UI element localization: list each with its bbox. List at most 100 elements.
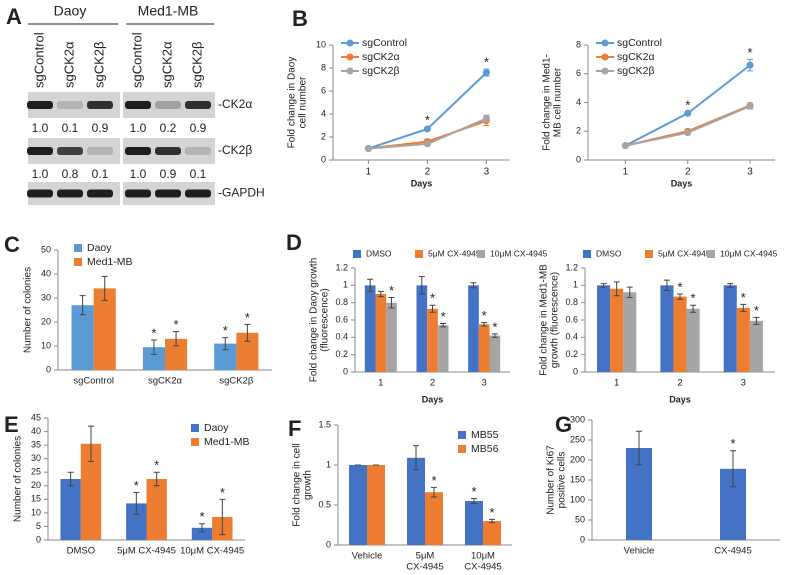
bar bbox=[673, 296, 687, 372]
y-tick-label: 0 bbox=[36, 534, 41, 544]
x-tick-label: Vehicle bbox=[352, 551, 383, 562]
y-tick-label: 1 bbox=[343, 280, 348, 290]
legend-label: sgCK2β bbox=[617, 65, 655, 77]
bar bbox=[489, 335, 501, 372]
band bbox=[87, 101, 113, 109]
significance: * bbox=[134, 478, 139, 493]
x-tick-label: 1 bbox=[366, 167, 372, 178]
y-tick-label: 0.4 bbox=[565, 332, 578, 342]
band bbox=[185, 189, 211, 198]
y-axis-label: growth (fluorescence) bbox=[550, 272, 561, 368]
x-tick-label: 5μM CX-4945 bbox=[117, 546, 176, 557]
significance: * bbox=[741, 290, 746, 305]
error-bar bbox=[79, 295, 86, 316]
quantification: 1.0 bbox=[32, 121, 49, 135]
bar bbox=[427, 308, 438, 372]
y-axis-label: Number of Ki67 bbox=[546, 445, 557, 515]
quantification: 0.1 bbox=[62, 121, 79, 135]
y-tick-label: 200 bbox=[570, 454, 585, 464]
y-tick-label: 150 bbox=[570, 474, 585, 484]
y-tick-label: 4 bbox=[576, 97, 581, 107]
band bbox=[125, 101, 151, 109]
y-tick-label: 0.4 bbox=[335, 332, 348, 342]
x-tick-label: 1 bbox=[623, 167, 629, 178]
band bbox=[27, 189, 53, 198]
legend-swatch bbox=[601, 39, 609, 47]
band bbox=[155, 101, 181, 109]
quantification: 0.9 bbox=[92, 121, 109, 135]
bar bbox=[468, 285, 479, 372]
error-bar bbox=[481, 322, 488, 327]
y-tick-label: 0.6 bbox=[335, 314, 348, 324]
point bbox=[423, 125, 431, 133]
error-bar bbox=[730, 450, 736, 488]
y-tick-label: 8 bbox=[321, 62, 326, 72]
significance: * bbox=[174, 317, 179, 332]
legend-label: sgCK2α bbox=[362, 51, 400, 63]
panel-letter: A bbox=[6, 4, 22, 29]
y-tick-label: 0.8 bbox=[565, 297, 578, 307]
lane-label: sgCK2β bbox=[91, 42, 106, 89]
x-tick-label: CX-4945 bbox=[464, 562, 502, 573]
bar bbox=[723, 285, 737, 372]
error-bar bbox=[470, 282, 477, 289]
legend-label: 5μM CX-4945 bbox=[428, 248, 481, 258]
quantification: 0.2 bbox=[160, 121, 177, 135]
x-tick-label: 1 bbox=[614, 378, 619, 389]
band bbox=[155, 147, 181, 155]
error-bar bbox=[491, 333, 498, 338]
legend-swatch bbox=[74, 258, 82, 266]
y-tick-label: 15 bbox=[31, 494, 41, 504]
bar bbox=[736, 307, 750, 372]
x-tick-label: 2 bbox=[425, 167, 431, 178]
error-bar bbox=[133, 492, 140, 515]
legend-label: sgControl bbox=[362, 37, 407, 49]
y-tick-label: 0.8 bbox=[335, 297, 348, 307]
x-tick-label: 3 bbox=[484, 167, 490, 178]
panel-letter: C bbox=[4, 232, 20, 257]
x-tick-label: 3 bbox=[482, 378, 487, 389]
significance: * bbox=[471, 484, 476, 499]
band bbox=[27, 147, 53, 155]
error-bar bbox=[222, 337, 229, 351]
legend-label: sgControl bbox=[617, 37, 662, 49]
error-bar bbox=[173, 331, 180, 347]
error-bar bbox=[377, 290, 384, 298]
y-tick-label: 0 bbox=[46, 364, 51, 374]
point bbox=[621, 142, 629, 150]
legend-swatch bbox=[583, 250, 591, 258]
y-axis-label: Number of colonies bbox=[13, 436, 24, 522]
x-tick-label: 2 bbox=[677, 378, 682, 389]
legend-swatch bbox=[74, 244, 82, 252]
error-bar bbox=[753, 316, 760, 325]
legend-label: 10μM CX-4945 bbox=[720, 248, 778, 258]
significance: * bbox=[245, 310, 250, 325]
lane-label: sgCK2β bbox=[189, 42, 204, 89]
significance: * bbox=[492, 319, 497, 334]
y-tick-label: 250 bbox=[570, 434, 585, 444]
quantification: 0.9 bbox=[190, 121, 207, 135]
bar bbox=[623, 292, 637, 372]
bar bbox=[146, 479, 167, 540]
y-tick-label: 30 bbox=[41, 292, 51, 302]
significance: * bbox=[482, 308, 487, 323]
lane-label: sgControl bbox=[31, 32, 46, 88]
band bbox=[57, 101, 83, 109]
bar bbox=[483, 521, 501, 545]
point bbox=[684, 109, 692, 117]
legend-swatch bbox=[346, 53, 354, 61]
error-bar bbox=[418, 276, 425, 295]
point bbox=[746, 61, 754, 69]
error-bar bbox=[388, 296, 395, 309]
significance: * bbox=[748, 45, 753, 60]
x-axis-label: Days bbox=[422, 394, 444, 404]
quantification: 0.8 bbox=[62, 167, 79, 181]
group-label: Med1-MB bbox=[138, 3, 199, 19]
bar bbox=[364, 285, 376, 372]
y-tick-label: 20 bbox=[31, 480, 41, 490]
bar bbox=[686, 308, 700, 372]
bar bbox=[407, 457, 425, 545]
quantification: 1.0 bbox=[130, 121, 147, 135]
error-bar bbox=[488, 518, 495, 524]
point bbox=[746, 102, 754, 110]
